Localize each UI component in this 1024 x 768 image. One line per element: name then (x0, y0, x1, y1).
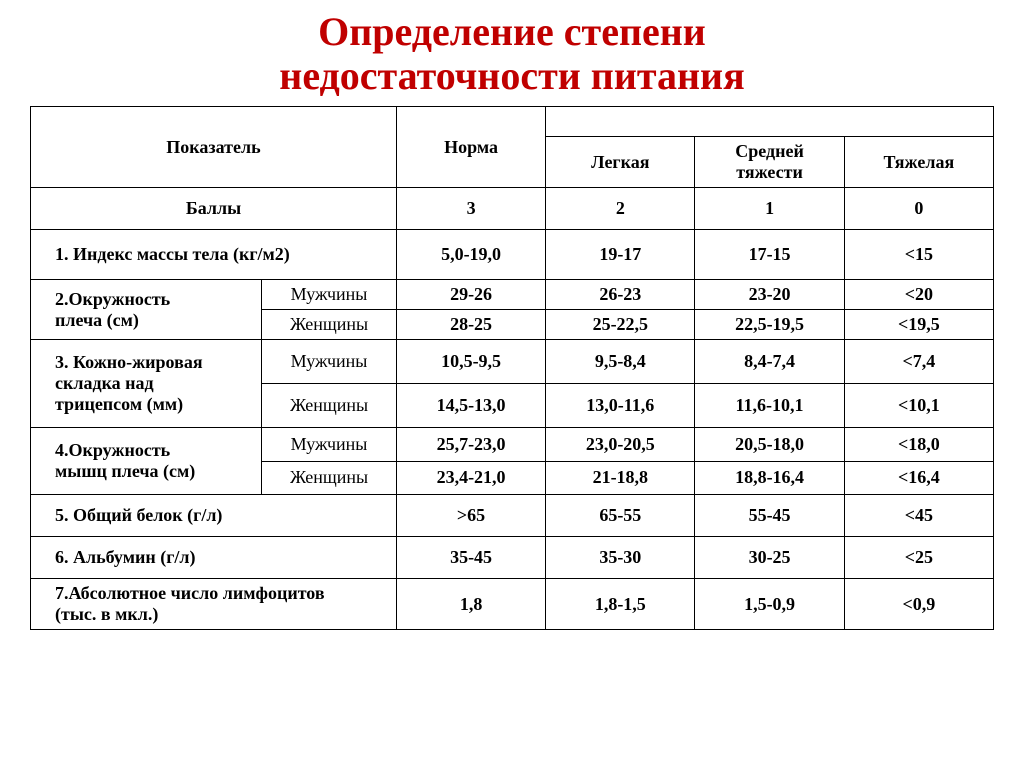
lymph-label: 7.Абсолютное число лимфоцитов (тыс. в мк… (31, 579, 397, 630)
albumin-heavy: <25 (844, 537, 993, 579)
muscle-label: 4.Окружность мышц плеча (см) (31, 428, 262, 495)
bmi-light: 19-17 (546, 230, 695, 280)
protein-norm: >65 (396, 495, 545, 537)
bmi-norm: 5,0-19,0 (396, 230, 545, 280)
skin-m: Мужчины (262, 340, 397, 384)
protein-light: 65-55 (546, 495, 695, 537)
muscle-m-norm: 25,7-23,0 (396, 428, 545, 462)
arm-f-medium: 22,5-19,5 (695, 310, 844, 340)
header-heavy: Тяжелая (844, 137, 993, 188)
row-skin-m: 3. Кожно-жировая складка над трицепсом (… (31, 340, 994, 384)
skin-m-norm: 10,5-9,5 (396, 340, 545, 384)
albumin-light: 35-30 (546, 537, 695, 579)
row-arm-m: 2.Окружность плеча (см) Мужчины 29-26 26… (31, 280, 994, 310)
header-row-1: Показатель Норма (31, 107, 994, 137)
arm-m-heavy: <20 (844, 280, 993, 310)
albumin-label: 6. Альбумин (г/л) (31, 537, 397, 579)
header-indicator: Показатель (31, 107, 397, 188)
row-albumin: 6. Альбумин (г/л) 35-45 35-30 30-25 <25 (31, 537, 994, 579)
arm-f-norm: 28-25 (396, 310, 545, 340)
muscle-f-light: 21-18,8 (546, 461, 695, 495)
arm-m-medium: 23-20 (695, 280, 844, 310)
lymph-heavy: <0,9 (844, 579, 993, 630)
skin-f-light: 13,0-11,6 (546, 384, 695, 428)
muscle-m-medium: 20,5-18,0 (695, 428, 844, 462)
arm-label: 2.Окружность плеча (см) (31, 280, 262, 340)
scores-row: Баллы 3 2 1 0 (31, 188, 994, 230)
header-norm: Норма (396, 107, 545, 188)
header-light: Легкая (546, 137, 695, 188)
bmi-medium: 17-15 (695, 230, 844, 280)
score-light: 2 (546, 188, 695, 230)
row-muscle-m: 4.Окружность мышц плеча (см) Мужчины 25,… (31, 428, 994, 462)
muscle-m-heavy: <18,0 (844, 428, 993, 462)
lymph-medium: 1,5-0,9 (695, 579, 844, 630)
protein-heavy: <45 (844, 495, 993, 537)
arm-m: Мужчины (262, 280, 397, 310)
arm-f: Женщины (262, 310, 397, 340)
row-protein: 5. Общий белок (г/л) >65 65-55 55-45 <45 (31, 495, 994, 537)
albumin-medium: 30-25 (695, 537, 844, 579)
muscle-m: Мужчины (262, 428, 397, 462)
score-heavy: 0 (844, 188, 993, 230)
skin-f-heavy: <10,1 (844, 384, 993, 428)
protein-medium: 55-45 (695, 495, 844, 537)
title-line2: недостаточности питания (279, 53, 744, 98)
scores-label: Баллы (31, 188, 397, 230)
skin-m-light: 9,5-8,4 (546, 340, 695, 384)
arm-f-light: 25-22,5 (546, 310, 695, 340)
skin-f-medium: 11,6-10,1 (695, 384, 844, 428)
row-bmi: 1. Индекс массы тела (кг/м2) 5,0-19,0 19… (31, 230, 994, 280)
skin-f-norm: 14,5-13,0 (396, 384, 545, 428)
arm-m-light: 26-23 (546, 280, 695, 310)
bmi-heavy: <15 (844, 230, 993, 280)
muscle-f: Женщины (262, 461, 397, 495)
skin-f: Женщины (262, 384, 397, 428)
score-norm: 3 (396, 188, 545, 230)
protein-label: 5. Общий белок (г/л) (31, 495, 397, 537)
muscle-f-medium: 18,8-16,4 (695, 461, 844, 495)
header-medium: Средней тяжести (695, 137, 844, 188)
arm-f-heavy: <19,5 (844, 310, 993, 340)
albumin-norm: 35-45 (396, 537, 545, 579)
skin-m-heavy: <7,4 (844, 340, 993, 384)
skin-m-medium: 8,4-7,4 (695, 340, 844, 384)
row-lymph: 7.Абсолютное число лимфоцитов (тыс. в мк… (31, 579, 994, 630)
muscle-f-heavy: <16,4 (844, 461, 993, 495)
header-severity-group (546, 107, 994, 137)
nutrition-table: Показатель Норма Легкая Средней тяжести … (30, 106, 994, 630)
score-medium: 1 (695, 188, 844, 230)
arm-m-norm: 29-26 (396, 280, 545, 310)
page-title: Определение степени недостаточности пита… (30, 10, 994, 98)
lymph-norm: 1,8 (396, 579, 545, 630)
lymph-light: 1,8-1,5 (546, 579, 695, 630)
muscle-f-norm: 23,4-21,0 (396, 461, 545, 495)
skin-label: 3. Кожно-жировая складка над трицепсом (… (31, 340, 262, 428)
title-line1: Определение степени (318, 9, 706, 54)
muscle-m-light: 23,0-20,5 (546, 428, 695, 462)
bmi-label: 1. Индекс массы тела (кг/м2) (31, 230, 397, 280)
